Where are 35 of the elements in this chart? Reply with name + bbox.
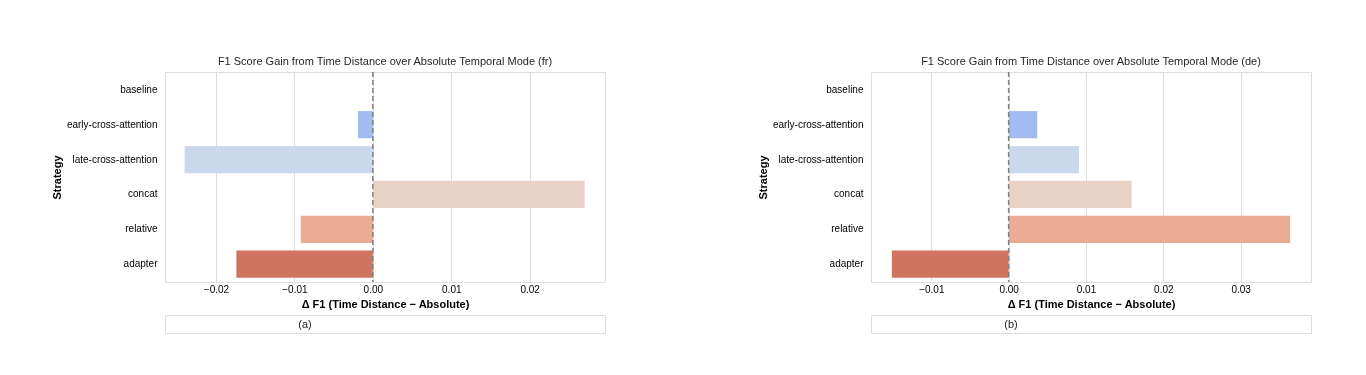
x-tick-label: 0.02 [520, 283, 541, 295]
x-axis-title: Δ F1 (Time Distance − Absolute) [301, 297, 470, 310]
bar [1008, 180, 1132, 209]
x-tick-label: −0.01 [282, 283, 308, 295]
bar [1008, 111, 1038, 139]
x-tick-label: 0.01 [442, 283, 462, 295]
y-tick-label: early-cross-attention [772, 118, 864, 130]
y-tick-label: baseline [826, 83, 864, 95]
y-tick-label: relative [125, 223, 158, 235]
y-tick-label: late-cross-attention [72, 153, 158, 165]
y-tick-label: relative [831, 223, 864, 235]
y-tick-label: concat [128, 188, 158, 200]
chart-title: F1 Score Gain from Time Distance over Absolute Temporal Mode (de) [921, 55, 1261, 68]
x-tick-label: 0.01 [1076, 283, 1097, 295]
text: (a) [298, 318, 312, 330]
y-tick-label: adapter [123, 258, 159, 270]
bar [891, 250, 1009, 278]
y-tick-label: late-cross-attention [778, 153, 864, 165]
y-tick-label: early-cross-attention [66, 118, 158, 130]
text: (b) [1004, 318, 1018, 330]
y-tick-label: adapter [829, 258, 865, 270]
y-tick-label: concat [834, 188, 864, 200]
bar [1008, 145, 1080, 174]
x-tick-label: −0.02 [203, 283, 230, 295]
x-tick-label: 0.00 [363, 283, 384, 295]
y-axis-title: Strategy [50, 154, 63, 200]
x-tick-label: −0.01 [919, 283, 945, 295]
x-tick-label: 0.03 [1231, 283, 1252, 295]
bar [1008, 215, 1291, 243]
y-tick-label: baseline [120, 83, 158, 95]
x-axis-title: Δ F1 (Time Distance − Absolute) [1007, 297, 1176, 310]
x-tick-label: 0.00 [999, 283, 1020, 295]
x-tick-label: 0.02 [1154, 283, 1174, 295]
y-axis-title: Strategy [756, 154, 769, 200]
chart-title: F1 Score Gain from Time Distance over Absolute Temporal Mode (fr) [217, 55, 553, 68]
